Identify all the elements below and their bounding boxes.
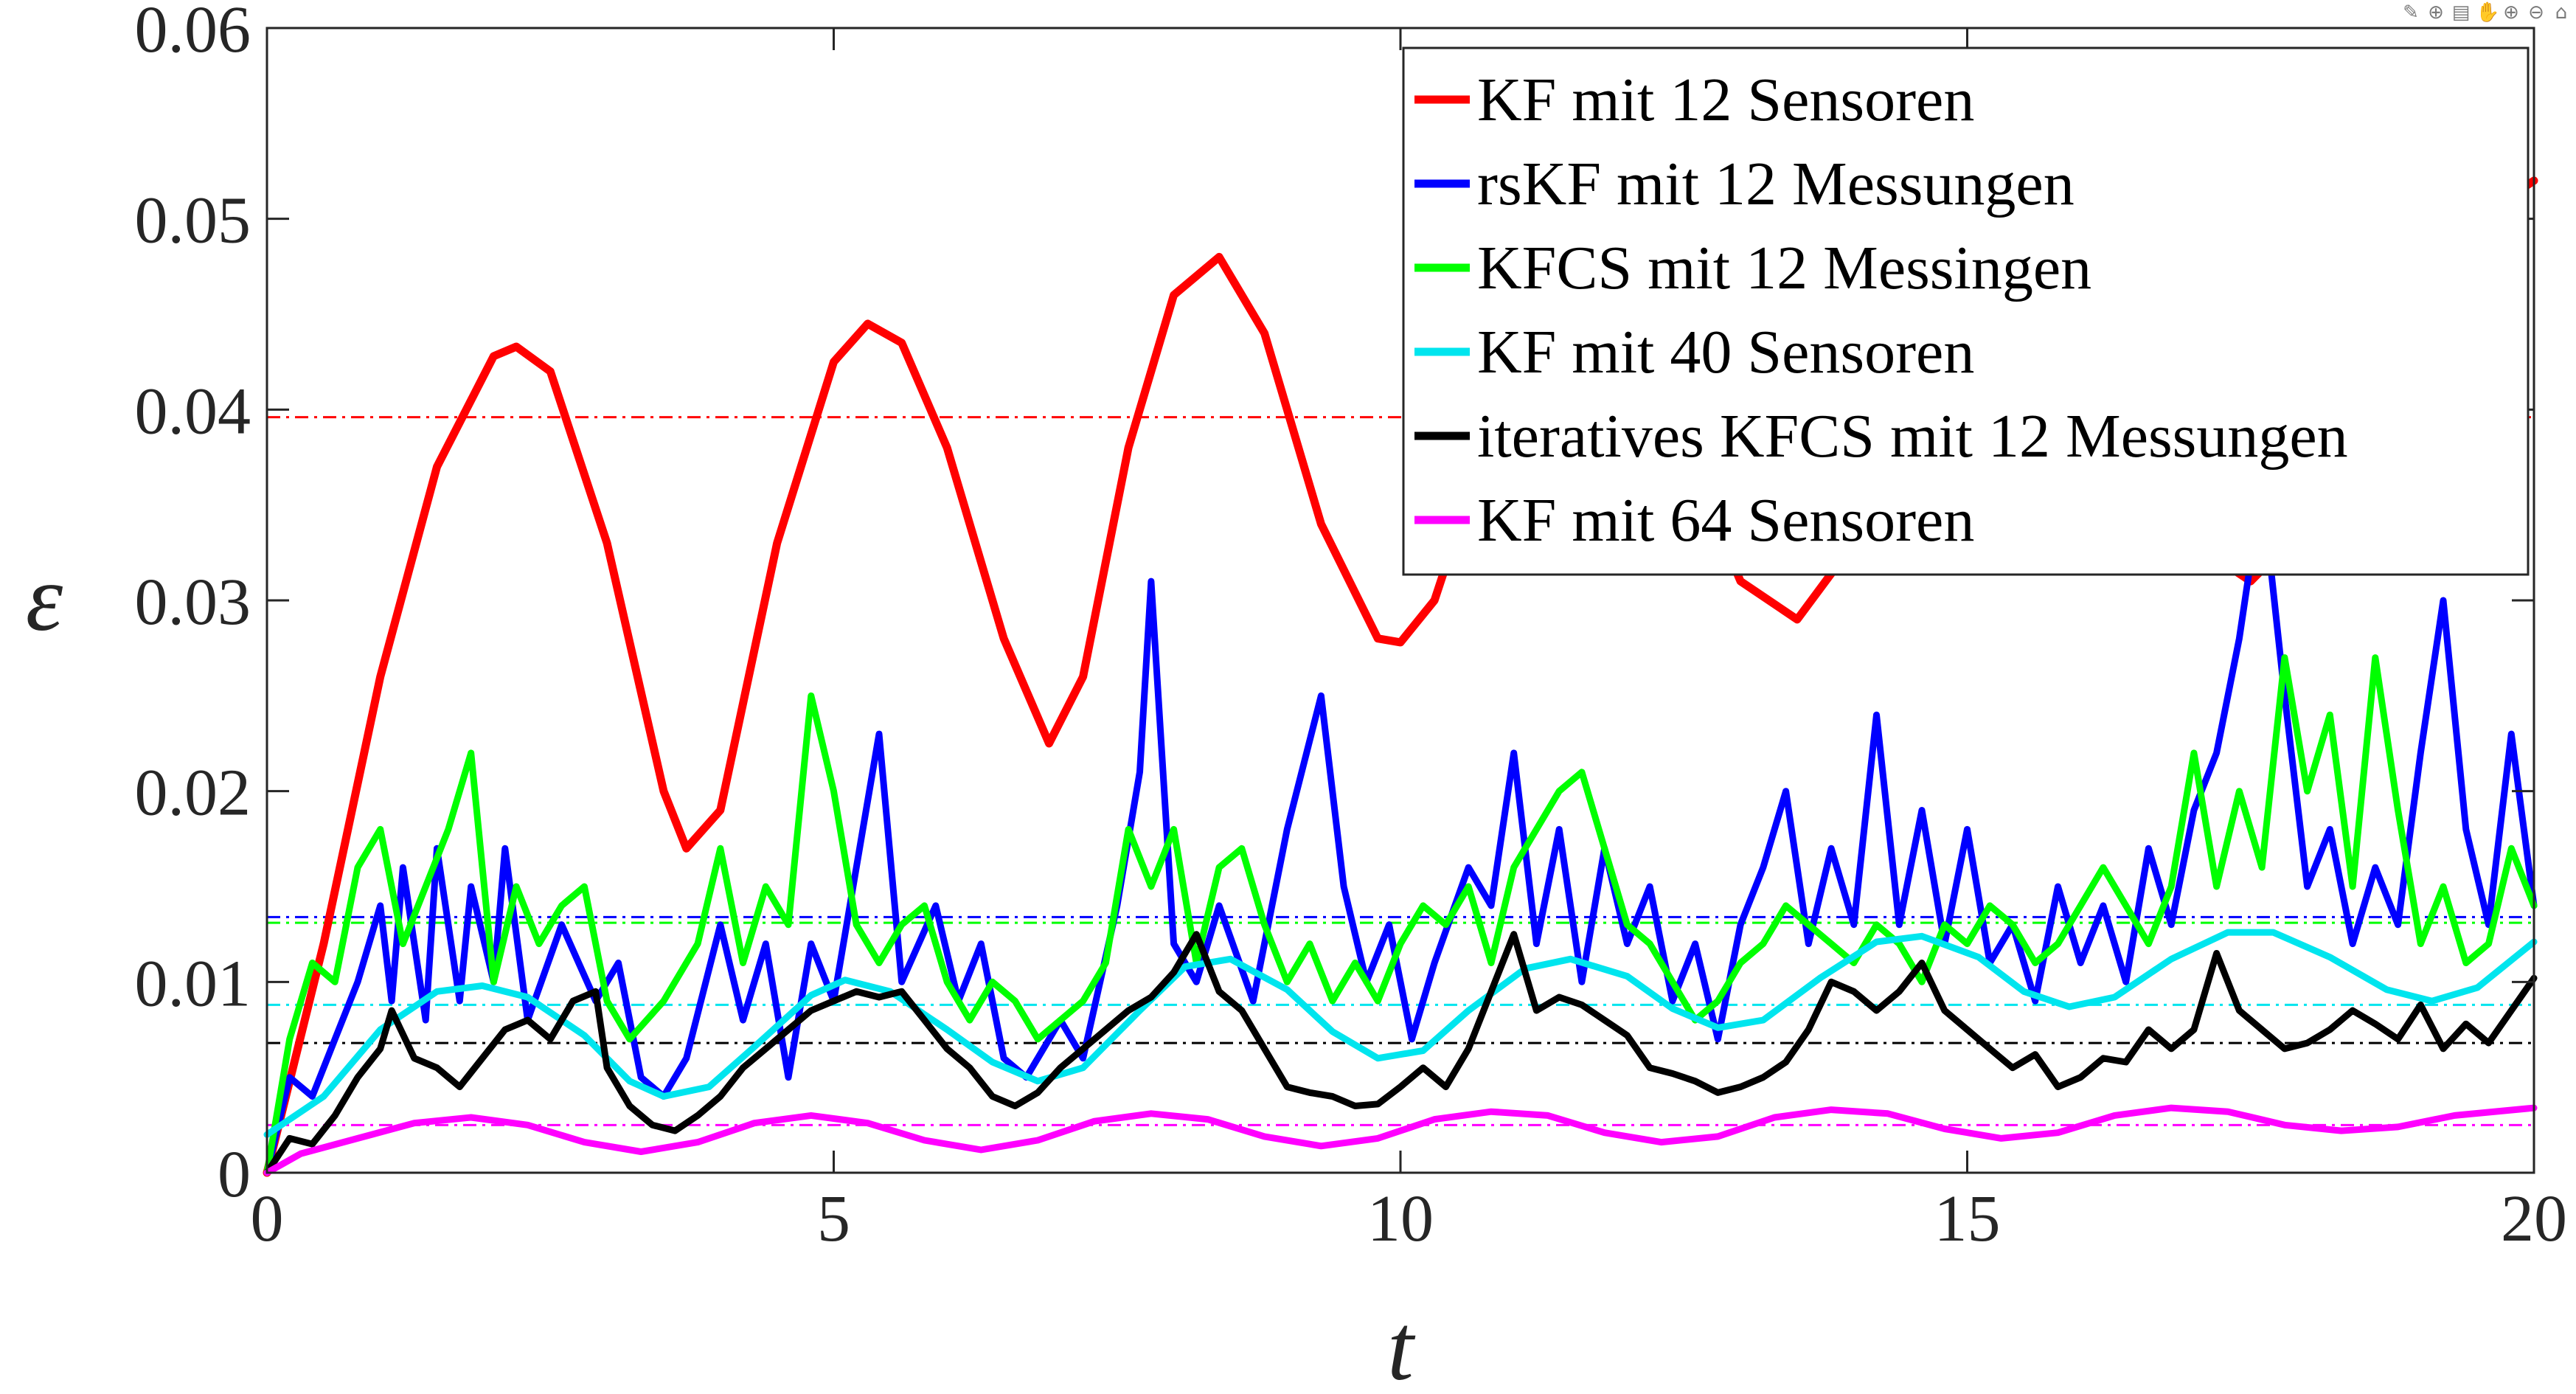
series-lines	[263, 176, 2538, 1177]
data-tip-icon[interactable]: ⊕	[2428, 1, 2444, 24]
x-tick-label: 5	[817, 1182, 850, 1255]
zoom-in-icon[interactable]: ⊕	[2503, 1, 2519, 24]
x-tick-label: 10	[1367, 1182, 1434, 1255]
legend-label-4: iteratives KFCS mit 12 Messungen	[1477, 402, 2348, 471]
legend-label-5: KF mit 64 Sensoren	[1477, 486, 1974, 555]
axis-ticks: 0 5 10 15 20 0 0.01 0.02 0.03 0.04 0.05 0.06	[135, 0, 2568, 1255]
series-line-2	[263, 654, 2538, 1176]
y-tick-label: 0.05	[135, 184, 251, 257]
series-line-4	[263, 931, 2538, 1176]
legend-box	[1402, 46, 2530, 576]
legend-label-0: KF mit 12 Sensoren	[1477, 66, 1974, 134]
x-axis-label: t	[1387, 1295, 1416, 1394]
legend-label-3: KF mit 40 Sensoren	[1477, 318, 1974, 386]
legend-label-2: KFCS mit 12 Messingen	[1477, 234, 2091, 302]
x-tick-label: 20	[2501, 1182, 2567, 1255]
x-tick-label: 0	[251, 1182, 284, 1255]
legend-label-1: rsKF mit 12 Messungen	[1477, 150, 2075, 218]
y-axis-label: ε	[26, 546, 63, 651]
y-tick-label: 0.02	[135, 757, 251, 830]
pan-icon[interactable]: ✋	[2476, 1, 2500, 24]
series-line-3	[263, 929, 2538, 1138]
y-tick-label: 0.03	[135, 566, 251, 639]
y-tick-label: 0.01	[135, 947, 251, 1020]
y-tick-label: 0.04	[135, 375, 251, 448]
y-tick-label: 0	[218, 1138, 251, 1211]
zoom-out-icon[interactable]: ⊖	[2528, 1, 2544, 24]
x-tick-label: 15	[1934, 1182, 2001, 1255]
axes-toolbar: ✎ ⊕ ▤ ✋ ⊕ ⊖ ⌂	[2400, 1, 2572, 24]
series-line-5	[263, 1104, 2538, 1176]
legend-toggle-icon[interactable]: ▤	[2451, 1, 2471, 24]
home-icon[interactable]: ⌂	[2555, 1, 2568, 24]
brush-icon[interactable]: ✎	[2403, 1, 2419, 24]
y-tick-label: 0.06	[135, 0, 251, 66]
legend: KF mit 12 Sensoren rsKF mit 12 Messungen K…	[1402, 46, 2530, 576]
